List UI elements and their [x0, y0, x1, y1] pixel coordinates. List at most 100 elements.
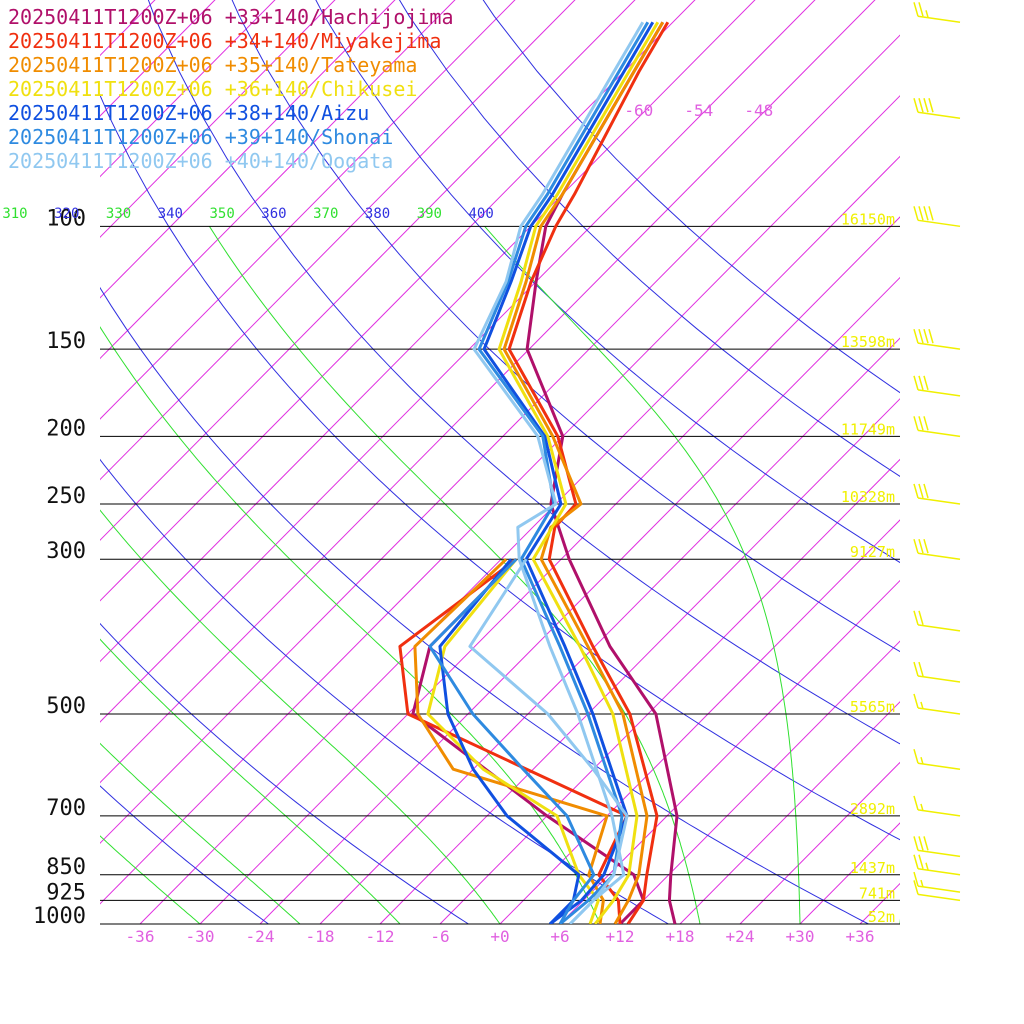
- upper-temperature-label: -54: [684, 101, 713, 120]
- wind-barb: [913, 416, 961, 438]
- wind-barb-flag: [913, 2, 919, 17]
- dry-adiabat-line: [100, 785, 270, 924]
- legend-entry: 20250411T1200Z+06 +34+140/Miyakejima: [8, 29, 441, 53]
- moist-adiabat-line: [100, 742, 301, 924]
- temperature-tick-label: +18: [666, 927, 695, 946]
- wind-barb-flag: [913, 836, 919, 851]
- isotherm-line: [859, 882, 900, 924]
- temperature-tick-label: -36: [126, 927, 155, 946]
- wind-barb-half-flag: [920, 879, 924, 888]
- wind-barb: [913, 693, 961, 715]
- potential-temperature-label: 320: [54, 206, 79, 222]
- isotherm-line: [920, 0, 1024, 924]
- wind-barb-flag: [918, 416, 924, 431]
- wind-barb-shaft: [917, 552, 961, 560]
- isotherm-line: [439, 458, 900, 924]
- wind-barb-flag: [928, 328, 934, 344]
- potential-temperature-label: 390: [417, 206, 442, 222]
- isotherm-line: [100, 0, 516, 420]
- potential-temperature-label: 310: [2, 206, 27, 222]
- wind-barb-shaft: [917, 342, 961, 350]
- wind-barb-flag: [923, 328, 929, 344]
- wind-barb-flag: [918, 836, 924, 851]
- dry-adiabat-line: [147, 0, 900, 745]
- sounding-profiles: [398, 21, 679, 924]
- height-label: 5565m: [850, 698, 895, 716]
- isotherm-line: [100, 0, 216, 117]
- temperature-tick-label: -6: [430, 927, 449, 946]
- height-label: 10328m: [841, 488, 895, 506]
- wind-barb-shaft: [917, 762, 961, 770]
- isotherm-line: [379, 398, 900, 924]
- legend-entry: 20250411T1200Z+06 +39+140/Shonai: [8, 125, 393, 149]
- wind-barb-shaft: [917, 429, 961, 438]
- potential-temperature-label: 380: [365, 206, 390, 222]
- isotherm-line: [100, 0, 456, 360]
- temperature-tick-label: -18: [306, 927, 335, 946]
- wind-barb-flag: [918, 98, 924, 113]
- wind-barb: [913, 538, 961, 560]
- isotherm-line: [679, 701, 900, 924]
- height-label: 9127m: [850, 543, 895, 561]
- wind-barb: [913, 661, 961, 683]
- potential-temperature-label: 370: [313, 206, 338, 222]
- dry-adiabat-line: [100, 622, 470, 924]
- legend-entry: 20250411T1200Z+06 +35+140/Tateyama: [8, 53, 417, 77]
- wind-barb-shaft: [917, 868, 961, 876]
- wind-barb: [913, 375, 961, 397]
- wind-barb-flag: [913, 871, 919, 887]
- isotherm-line: [100, 0, 336, 238]
- wind-barb-flag: [918, 538, 924, 554]
- wind-barb-half-flag: [920, 803, 924, 812]
- wind-barb-flag: [913, 328, 919, 344]
- isotherm-line: [100, 0, 276, 178]
- dry-adiabat-line: [100, 286, 870, 924]
- wind-barb-flag: [913, 693, 919, 709]
- wind-barb-shaft: [917, 885, 961, 893]
- wind-barb-flag: [923, 836, 929, 851]
- dewpoint-profile-line: [438, 558, 581, 924]
- wind-barb-flag: [923, 483, 929, 499]
- pressure-tick-label: 250: [46, 484, 86, 509]
- wind-barb: [913, 795, 961, 817]
- wind-barb-flag: [923, 375, 929, 391]
- wind-barb-flag: [918, 2, 924, 17]
- wind-barb-shaft: [917, 624, 961, 632]
- wind-barb: [913, 2, 961, 24]
- height-label: 52m: [868, 908, 895, 926]
- wind-barb-flag: [923, 98, 929, 113]
- wind-barb-flag: [913, 854, 919, 869]
- legend-entry: 20250411T1200Z+06 +38+140/Aizu: [8, 101, 369, 125]
- wind-barb-flag: [913, 416, 919, 431]
- wind-barb-shaft: [917, 111, 961, 119]
- wind-barb-shaft: [917, 893, 961, 902]
- wind-barb-flag: [928, 206, 934, 221]
- wind-barb-shaft: [917, 707, 961, 715]
- temperature-tick-label: -12: [366, 927, 395, 946]
- wind-barb: [913, 610, 961, 632]
- temperature-tick-label: -30: [186, 927, 215, 946]
- pressure-tick-label: 700: [46, 796, 86, 821]
- legend-entry: 20250411T1200Z+06 +40+140/Oogata: [8, 149, 393, 173]
- isotherm-line: [499, 519, 900, 924]
- wind-barb-half-flag: [920, 757, 924, 765]
- wind-barb-flag: [918, 206, 924, 221]
- wind-barb-flag: [913, 98, 919, 113]
- temperature-tick-label: +6: [550, 927, 569, 946]
- wind-barb-flag: [913, 538, 919, 554]
- wind-barb: [913, 749, 961, 770]
- wind-barb-flag: [913, 661, 919, 677]
- isotherm-line: [739, 761, 900, 924]
- isotherm-line: [559, 579, 900, 924]
- wind-barb-shaft: [917, 675, 961, 683]
- pressure-tick-label: 500: [46, 694, 86, 719]
- legend-entry: 20250411T1200Z+06 +33+140/Hachijojima: [8, 5, 454, 29]
- temperature-tick-label: +12: [606, 927, 635, 946]
- height-label: 13598m: [841, 333, 895, 351]
- pressure-tick-label: 100: [46, 206, 86, 231]
- pressure-tick-label: 850: [46, 855, 86, 880]
- temperature-tick-label: +24: [726, 927, 755, 946]
- height-label: 11749m: [841, 420, 895, 438]
